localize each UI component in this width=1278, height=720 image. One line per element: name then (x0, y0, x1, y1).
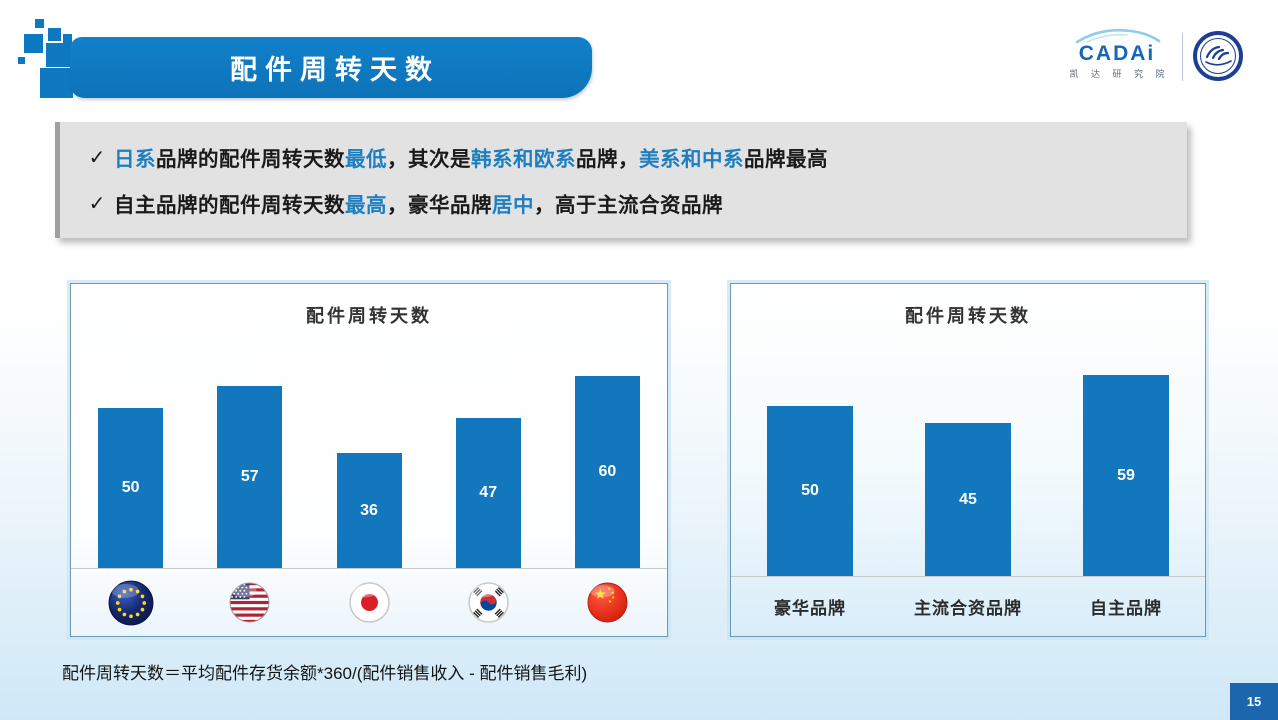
bullet-segment: 最低 (345, 148, 387, 171)
bar: 45 (925, 423, 1011, 576)
bar: 36 (336, 453, 402, 568)
bar: 50 (767, 406, 853, 576)
bar-value-label: 50 (801, 482, 819, 499)
car-swoosh-icon (1075, 28, 1161, 44)
bar-value-label: 59 (1117, 466, 1135, 484)
category-label: 主流合资品牌 (914, 599, 1022, 618)
china-flag-icon (548, 582, 667, 623)
checkmark-icon: ✓ (88, 146, 106, 169)
bar: 59 (1083, 375, 1169, 576)
bar-value-label: 50 (121, 479, 140, 496)
bar: 50 (98, 408, 164, 568)
bar-column: 47 (429, 330, 548, 568)
page-number: 15 (1230, 683, 1278, 720)
bullet-segment: ，高于主流合资品牌 (534, 194, 723, 217)
bar: 60 (574, 376, 640, 568)
logo-divider (1182, 33, 1183, 81)
bar-column: 50 (731, 330, 889, 576)
bullet-row: ✓ 自主品牌的配件周转天数最高，豪华品牌居中，高于主流合资品牌 (60, 188, 1187, 218)
bar-plot: 50 45 59 (731, 330, 1205, 577)
page-title: 配件周转天数 (230, 55, 440, 85)
bar-column: 59 (1047, 330, 1205, 576)
korea-flag-icon (429, 582, 548, 623)
decor-square (46, 26, 63, 43)
chart-title: 配件周转天数 (306, 306, 432, 326)
bar-column: 50 (71, 330, 190, 568)
bar: 57 (217, 386, 283, 568)
decor-square (35, 19, 44, 28)
bullet-segment: 美系和中系 (639, 148, 744, 171)
bullet-text: 自主品牌的配件周转天数最高，豪华品牌居中，高于主流合资品牌 (114, 188, 723, 218)
chart-parts-turnover-by-origin: 配件周转天数 50 57 36 47 60 (70, 283, 668, 637)
bullet-segment: 韩系和欧系 (471, 148, 576, 171)
cadai-subtitle: 凯 达 研 究 院 (1069, 69, 1170, 79)
chart-title: 配件周转天数 (905, 306, 1031, 326)
logo-area: CADAi 凯 达 研 究 院 (1062, 26, 1252, 86)
footnote-formula: 配件周转天数＝平均配件存货余额*360/(配件销售收入 - 配件销售毛利) (62, 664, 588, 683)
bar-value-label: 60 (598, 463, 617, 480)
bar-value-label: 47 (479, 484, 498, 501)
cadai-logo: CADAi 凯 达 研 究 院 (1062, 26, 1172, 80)
eu-flag-icon (71, 580, 190, 626)
association-emblem-icon (1193, 31, 1243, 81)
key-findings-box: ✓ 日系品牌的配件周转天数最低，其次是韩系和欧系品牌，美系和中系品牌最高 ✓ 自主品牌… (55, 122, 1187, 238)
bar-plot: 50 57 36 47 60 (71, 330, 667, 569)
bullet-text: 日系品牌的配件周转天数最低，其次是韩系和欧系品牌，美系和中系品牌最高 (114, 142, 828, 172)
category-label: 自主品牌 (1090, 599, 1162, 618)
decor-square (18, 57, 25, 64)
japan-flag-icon (309, 582, 428, 623)
bullet-segment: 日系 (114, 148, 156, 171)
cadai-brand-text: CADAi (1078, 42, 1156, 65)
bullet-segment: ，豪华品牌 (387, 194, 492, 217)
bar-value-label: 45 (959, 490, 977, 508)
category-axis-row: 豪华品牌 主流合资品牌 自主品牌 (731, 577, 1205, 636)
chart-parts-turnover-by-segment: 配件周转天数 50 45 59 豪华品牌 主流合资品牌 自主品牌 (730, 283, 1206, 637)
bar-value-label: 36 (360, 501, 378, 519)
decor-square (24, 34, 43, 53)
bullet-segment: 最高 (345, 194, 387, 217)
checkmark-icon: ✓ (88, 192, 106, 215)
bullet-segment: 品牌的配件周转天数 (156, 148, 345, 171)
bullet-segment: 自主品牌的配件周转天数 (114, 194, 345, 217)
flag-axis-row (71, 569, 667, 636)
bullet-segment: 品牌， (576, 148, 639, 171)
bar-column: 60 (548, 330, 667, 568)
us-flag-icon (190, 582, 309, 623)
bar-column: 57 (190, 330, 309, 568)
bar: 47 (455, 418, 521, 568)
bullet-segment: 品牌最高 (744, 148, 828, 171)
title-banner: 配件周转天数 (70, 37, 592, 98)
bullet-segment: 居中 (492, 194, 534, 217)
bar-value-label: 57 (240, 468, 259, 485)
category-label: 豪华品牌 (774, 599, 846, 618)
bar-column: 36 (309, 330, 428, 568)
bar-column: 45 (889, 330, 1047, 576)
bullet-segment: ，其次是 (387, 148, 471, 171)
decor-square (40, 68, 73, 98)
bullet-row: ✓ 日系品牌的配件周转天数最低，其次是韩系和欧系品牌，美系和中系品牌最高 (60, 142, 1187, 172)
